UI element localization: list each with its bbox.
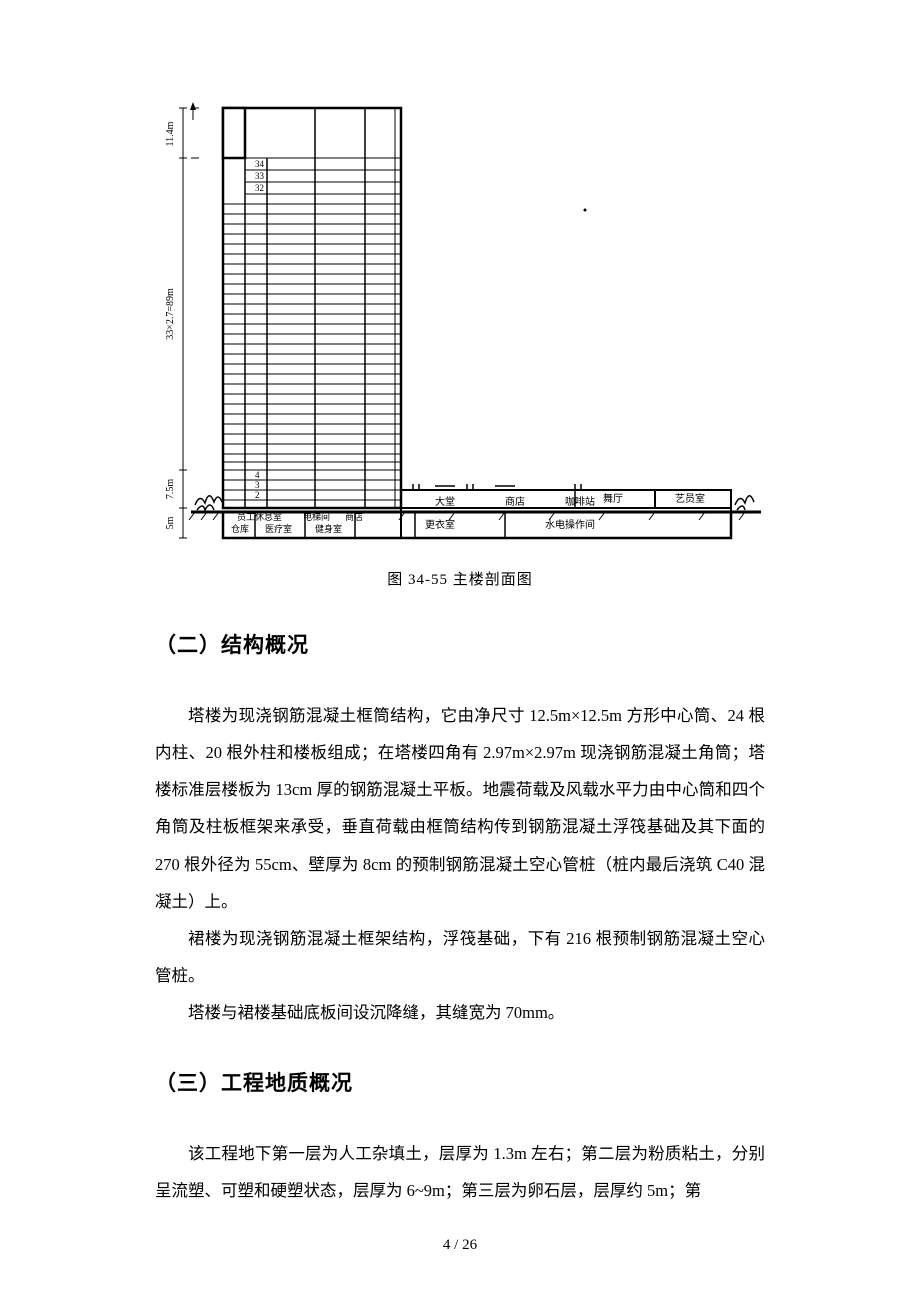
room-cafe: 咖啡站 (565, 495, 595, 508)
para-s2-3: 塔楼与裙楼基础底板间设沉降缝，其缝宽为 70mm。 (155, 994, 765, 1031)
dim-mid: 33×2.7=89m (165, 288, 176, 340)
room-medical: 医疗室 (265, 523, 292, 534)
room-artist: 艺员室 (675, 492, 705, 505)
room-elevator: 电梯间 (303, 511, 330, 522)
bush-left (195, 496, 222, 510)
floor-34: 34 (255, 159, 265, 169)
room-staff-rest: 员工休息室 (237, 511, 282, 522)
figure-caption: 图 34-55 主楼剖面图 (155, 568, 765, 589)
room-utility: 水电操作间 (545, 518, 595, 531)
dim-top: 11.4m (165, 121, 176, 146)
floor-3: 3 (255, 480, 260, 490)
floor-33: 33 (255, 171, 265, 181)
floor-2: 2 (255, 490, 260, 500)
room-changing: 更衣室 (425, 518, 455, 531)
room-lobby: 大堂 (435, 495, 455, 508)
building-section-svg: 11.4m 33×2.7=89m 7.5m 5m (155, 100, 765, 550)
dim-7-5: 7.5m (165, 479, 176, 500)
para-s2-1: 塔楼为现浇钢筋混凝土框筒结构，它由净尺寸 12.5m×12.5m 方形中心筒、2… (155, 697, 765, 920)
tower-outline (223, 108, 401, 508)
basement-outline (223, 512, 731, 538)
stray-dot (584, 209, 587, 212)
room-gym: 健身室 (315, 523, 342, 534)
floor-32: 32 (255, 183, 264, 193)
figure-main-section: 11.4m 33×2.7=89m 7.5m 5m (155, 100, 765, 589)
room-shop2: 商店 (505, 495, 525, 508)
floor-4: 4 (255, 470, 260, 480)
para-s2-2: 裙楼为现浇钢筋混凝土框架结构，浮筏基础，下有 216 根预制钢筋混凝土空心管桩。 (155, 920, 765, 994)
heading-section-3: （三）工程地质概况 (155, 1067, 765, 1097)
heading-section-2: （二）结构概况 (155, 629, 765, 659)
arrow-top (190, 102, 196, 110)
room-shop1: 商店 (345, 511, 363, 522)
page-number: 4 / 26 (0, 1237, 920, 1254)
bush-right (735, 496, 754, 510)
para-s3-1: 该工程地下第一层为人工杂填土，层厚为 1.3m 左右；第二层为粉质粘土，分别呈流… (155, 1135, 765, 1209)
room-warehouse: 仓库 (231, 523, 249, 534)
dim-5: 5m (165, 516, 176, 529)
room-dancehall: 舞厅 (603, 493, 623, 505)
